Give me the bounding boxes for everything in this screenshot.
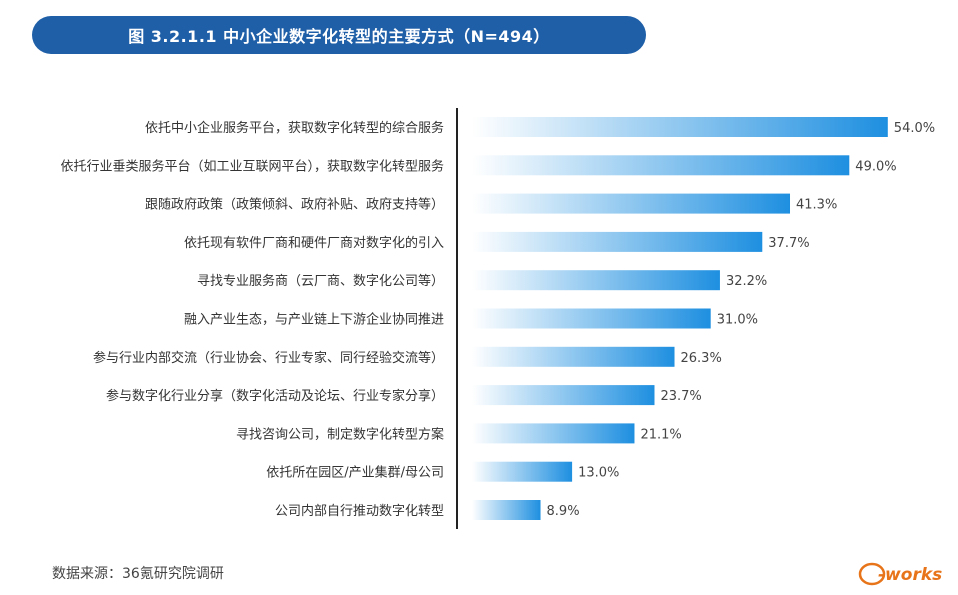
- value-label: 41.3%: [796, 198, 837, 213]
- bar: [472, 117, 888, 137]
- bar: [472, 461, 573, 482]
- category-label: 融入产业生态，与产业链上下游企业协同推进: [184, 312, 444, 328]
- bar: [472, 308, 711, 329]
- bar: [472, 385, 655, 406]
- bar: [472, 500, 541, 520]
- svg-text:-works: -works: [878, 565, 942, 585]
- category-label: 依托所在园区/产业集群/母公司: [266, 465, 444, 481]
- category-label: 寻找专业服务商（云厂商、数字化公司等）: [197, 273, 444, 289]
- bar: [472, 270, 720, 291]
- value-label: 49.0%: [855, 159, 896, 174]
- category-label: 跟随政府政策（政策倾斜、政府补贴、政府支持等）: [145, 197, 444, 213]
- value-label: 37.7%: [768, 236, 809, 251]
- value-label: 23.7%: [660, 389, 701, 404]
- value-label: 54.0%: [894, 121, 935, 136]
- chart-title-banner: 图 3.2.1.1 中小企业数字化转型的主要方式（N=494）: [32, 16, 646, 54]
- value-label: 21.1%: [640, 427, 681, 442]
- category-label: 依托现有软件厂商和硬件厂商对数字化的引入: [184, 235, 444, 251]
- value-label: 32.2%: [726, 274, 767, 289]
- category-label: 依托中小企业服务平台，获取数字化转型的综合服务: [145, 120, 444, 136]
- value-label: 26.3%: [681, 351, 722, 366]
- bar: [472, 155, 850, 176]
- value-label: 31.0%: [717, 313, 758, 328]
- data-source-note: 数据来源：36氪研究院调研: [52, 566, 224, 582]
- bar: [472, 423, 635, 444]
- bar: [472, 231, 763, 252]
- category-label: 寻找咨询公司，制定数字化转型方案: [236, 426, 444, 442]
- bar: [472, 193, 791, 214]
- bar: [472, 346, 675, 367]
- chart-title: 图 3.2.1.1 中小企业数字化转型的主要方式（N=494）: [128, 27, 550, 46]
- e-works-logo: -works: [858, 562, 942, 586]
- category-label: 公司内部自行推动数字化转型: [275, 503, 444, 519]
- value-label: 13.0%: [578, 466, 619, 481]
- category-label: 参与数字化行业分享（数字化活动及论坛、行业专家分享）: [106, 388, 444, 404]
- category-label: 依托行业垂类服务平台（如工业互联网平台），获取数字化转型服务: [60, 158, 444, 174]
- category-label: 参与行业内部交流（行业协会、行业专家、同行经验交流等）: [93, 350, 444, 366]
- value-label: 8.9%: [547, 504, 580, 519]
